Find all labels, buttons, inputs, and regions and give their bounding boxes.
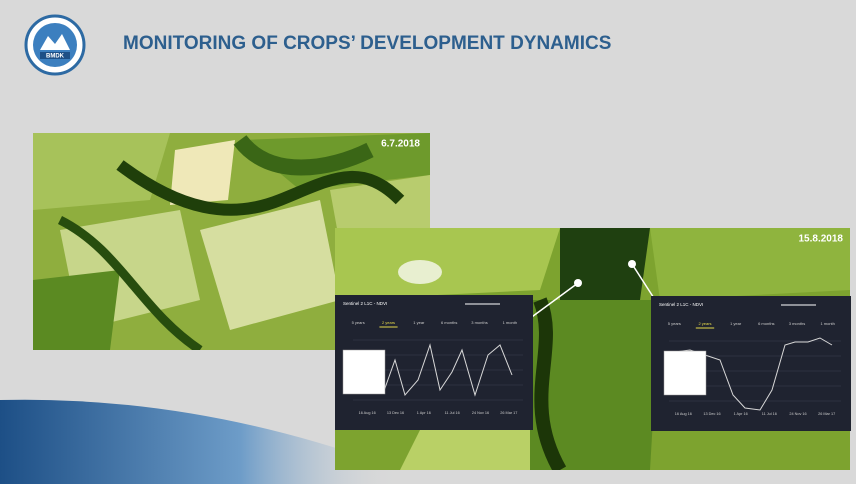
pointer-dot <box>574 279 582 287</box>
x-tick-label: 24 Nov 16 <box>789 412 806 416</box>
range-tab[interactable]: 2 years <box>382 320 395 325</box>
pointer-dot <box>628 260 636 268</box>
range-tab[interactable]: 1 year <box>413 320 425 325</box>
chart-panel: Sentinel 2 L1C - NDVI 5 years 2 years 1 yea… <box>651 296 851 431</box>
range-tab[interactable]: 6 months <box>758 321 774 326</box>
range-tab[interactable]: 5 years <box>668 321 681 326</box>
range-tab[interactable]: 2 years <box>698 321 711 326</box>
slide-title: MONITORING OF CROPS’ DEVELOPMENT DYNAMIC… <box>123 33 611 54</box>
range-tab[interactable]: 3 months <box>789 321 805 326</box>
slide: BMDK MONITORING OF CROPS’ DEVELOPMENT DY… <box>0 0 856 484</box>
range-tab[interactable]: 6 months <box>441 320 457 325</box>
x-tick-label: 1 Apr 16 <box>734 412 748 416</box>
logo-text: BMDK <box>46 54 65 60</box>
x-tick-label: 13 Dec 16 <box>387 411 404 415</box>
range-tab[interactable]: 5 years <box>352 320 365 325</box>
range-tab[interactable]: 1 year <box>730 321 742 326</box>
x-tick-label: 16 Aug 16 <box>359 411 376 415</box>
tooltip <box>664 351 706 395</box>
range-tab[interactable]: 1 month <box>503 320 517 325</box>
x-tick-label: 26 Mar 17 <box>500 411 517 415</box>
range-tab[interactable]: 1 month <box>820 321 834 326</box>
x-tick-label: 13 Dec 16 <box>703 412 720 416</box>
range-tab[interactable]: 3 months <box>471 320 487 325</box>
chart-panel: Sentinel 2 L1C - NDVI 5 years 2 years 1 yea… <box>335 295 533 430</box>
x-tick-label: 11 Jul 16 <box>762 412 777 416</box>
panel-title: Sentinel 2 L1C - NDVI <box>659 302 703 307</box>
tooltip <box>343 350 385 394</box>
x-tick-label: 1 Apr 16 <box>417 411 431 415</box>
x-tick-label: 11 Jul 16 <box>445 411 460 415</box>
x-tick-label: 26 Mar 17 <box>818 412 835 416</box>
x-tick-label: 16 Aug 16 <box>675 412 692 416</box>
x-tick-label: 24 Nov 16 <box>472 411 489 415</box>
logo: BMDK <box>26 16 84 74</box>
image-date: 6.7.2018 <box>381 139 420 150</box>
panel-title: Sentinel 2 L1C - NDVI <box>343 301 387 306</box>
image-date: 15.8.2018 <box>799 234 844 245</box>
